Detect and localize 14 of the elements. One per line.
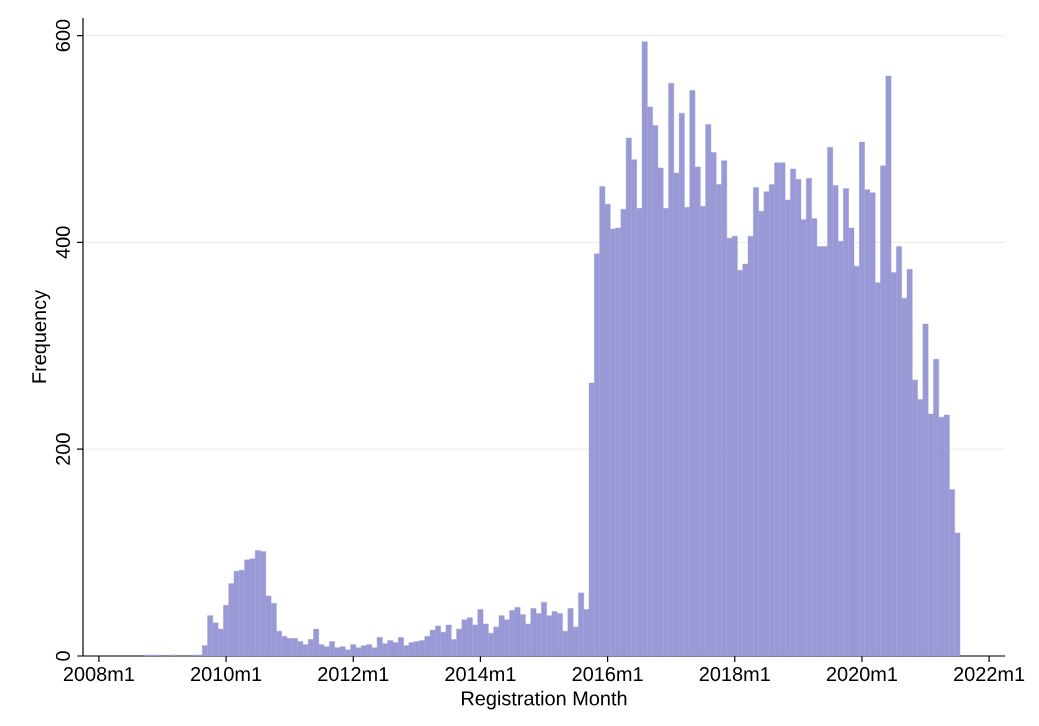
x-tick-label: 2008m1: [63, 667, 134, 682]
y-tick-label: 600: [55, 19, 70, 52]
y-axis-title: Frequency: [32, 289, 51, 383]
x-tick-label: 2016m1: [572, 667, 643, 682]
x-tick-label: 2022m1: [954, 667, 1025, 682]
x-tick-label: 2012m1: [318, 667, 389, 682]
y-tick-label: 400: [55, 226, 70, 259]
y-tick-label: 200: [55, 433, 70, 465]
x-tick-label: 2020m1: [826, 667, 897, 682]
x-tick-label: 2010m1: [191, 667, 262, 682]
x-tick-label: 2018m1: [699, 667, 770, 682]
x-axis-title: Registration Month: [462, 690, 627, 710]
y-tick-label: 0: [55, 651, 70, 661]
x-tick-label: 2014m1: [445, 667, 516, 682]
